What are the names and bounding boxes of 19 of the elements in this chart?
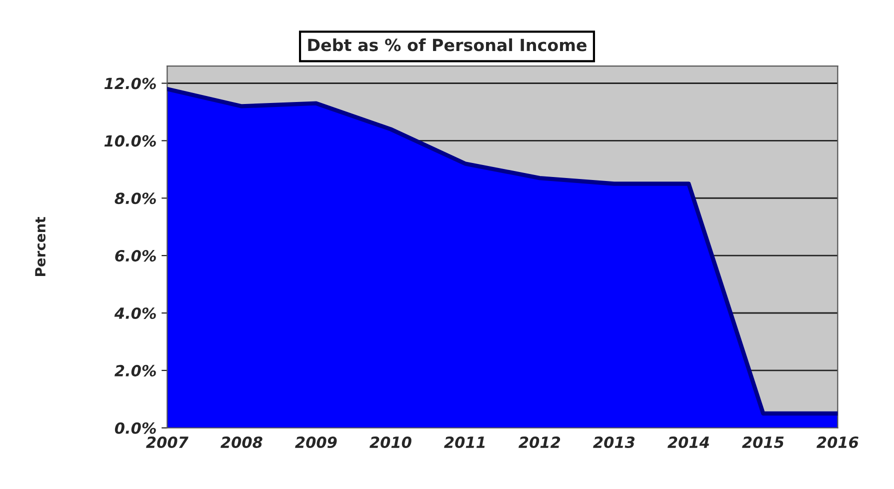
y-tick-label: 8.0%	[114, 192, 156, 204]
x-tick-label: 2009	[295, 436, 337, 448]
x-tick-label: 2012	[518, 436, 560, 448]
x-tick-label: 2010	[370, 436, 412, 448]
x-tick-label: 2016	[816, 436, 858, 448]
chart-title: Debt as % of Personal Income	[308, 38, 586, 52]
y-tick-label: 6.0%	[115, 250, 156, 262]
y-tick-label: 0.0%	[114, 422, 156, 434]
x-tick-label: 2013	[593, 436, 635, 448]
y-tick-label: 12.0%	[104, 78, 156, 90]
x-tick-label: 2011	[444, 436, 485, 448]
y-tick-label: 4.0%	[114, 307, 156, 320]
y-tick-label: 10.0%	[104, 135, 156, 147]
x-tick-label: 2007	[146, 436, 188, 448]
x-tick-label: 2008	[220, 436, 262, 448]
x-tick-label: 2014	[668, 436, 710, 448]
y-tick-label: 2.0%	[114, 364, 156, 376]
y-axis-title: Percent	[35, 216, 46, 276]
x-tick-label: 2015	[742, 436, 784, 448]
